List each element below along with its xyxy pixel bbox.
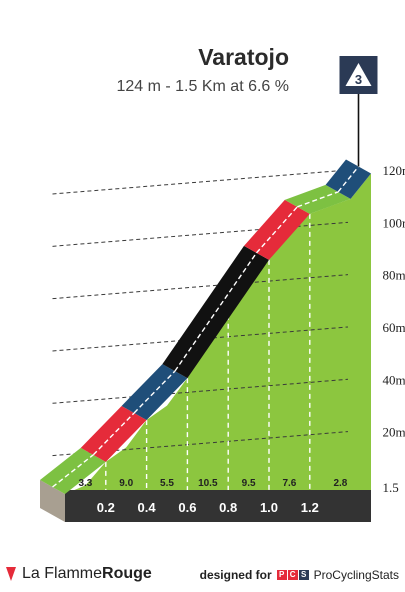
y-tick-label: 60m [383,320,405,335]
pcs-name-text: ProCyclingStats [313,568,399,582]
category-badge-label: 3 [355,72,362,87]
chart-subtitle: 124 m - 1.5 Km at 6.6 % [116,78,289,95]
brand-text-a: La Flamme [22,565,103,582]
gradient-label: 10.5 [198,478,218,489]
distance-strip [65,490,371,522]
elevation-gridline [52,274,349,300]
y-tick-label: 80m [383,268,405,283]
y-tick-label: 40m [383,372,405,387]
distance-label: 0.8 [219,500,237,515]
pcs-credit: designed for P C S ProCyclingStats [200,568,399,582]
distance-label: 0.6 [178,500,196,515]
road-centerline [297,191,339,208]
category-triangle-icon [345,63,372,86]
profile-area [65,173,371,494]
gradient-label: 5.5 [160,478,174,489]
elevation-gridline [52,221,349,247]
y-tick-label: 120m [383,163,405,178]
pcs-letter-s: S [298,570,309,580]
lafammerouge-brand: La Flamme Rouge [4,565,152,583]
road-centerline [255,206,298,254]
gradient-label: 2.8 [333,478,347,489]
road-segment [80,405,147,462]
elevation-gridline [52,169,349,195]
road-centerline [52,454,94,488]
road-segment [121,364,188,420]
road-centerline [337,166,360,193]
distance-label: 0.2 [97,500,115,515]
pcs-logo-icon: P C S [276,570,309,580]
road-segment [162,245,269,379]
gradient-label: 9.0 [119,478,133,489]
road-centerline [92,412,135,456]
road-segment [244,199,310,260]
road-segment [284,184,351,214]
elevation-gridline [52,378,349,404]
road-centerline [133,370,176,414]
distance-label: 1.0 [260,500,278,515]
y-tick-label: 100m [383,215,405,230]
gradient-label: 3.3 [78,478,92,489]
chart-title: Varatojo [198,44,289,70]
distance-label: 1.2 [301,500,319,515]
designed-for-text: designed for [199,568,272,582]
gradient-label: 9.5 [242,478,256,489]
gradient-label: 7.6 [282,478,296,489]
y-tick-label: 1.5 [383,480,399,495]
pcs-letter-c: C [287,570,298,580]
distance-label: 0.4 [138,500,157,515]
y-tick-label: 20m [383,425,405,440]
flame-logo-icon [6,567,16,581]
pcs-letter-p: P [276,570,287,580]
brand-text-b: Rouge [102,565,152,582]
